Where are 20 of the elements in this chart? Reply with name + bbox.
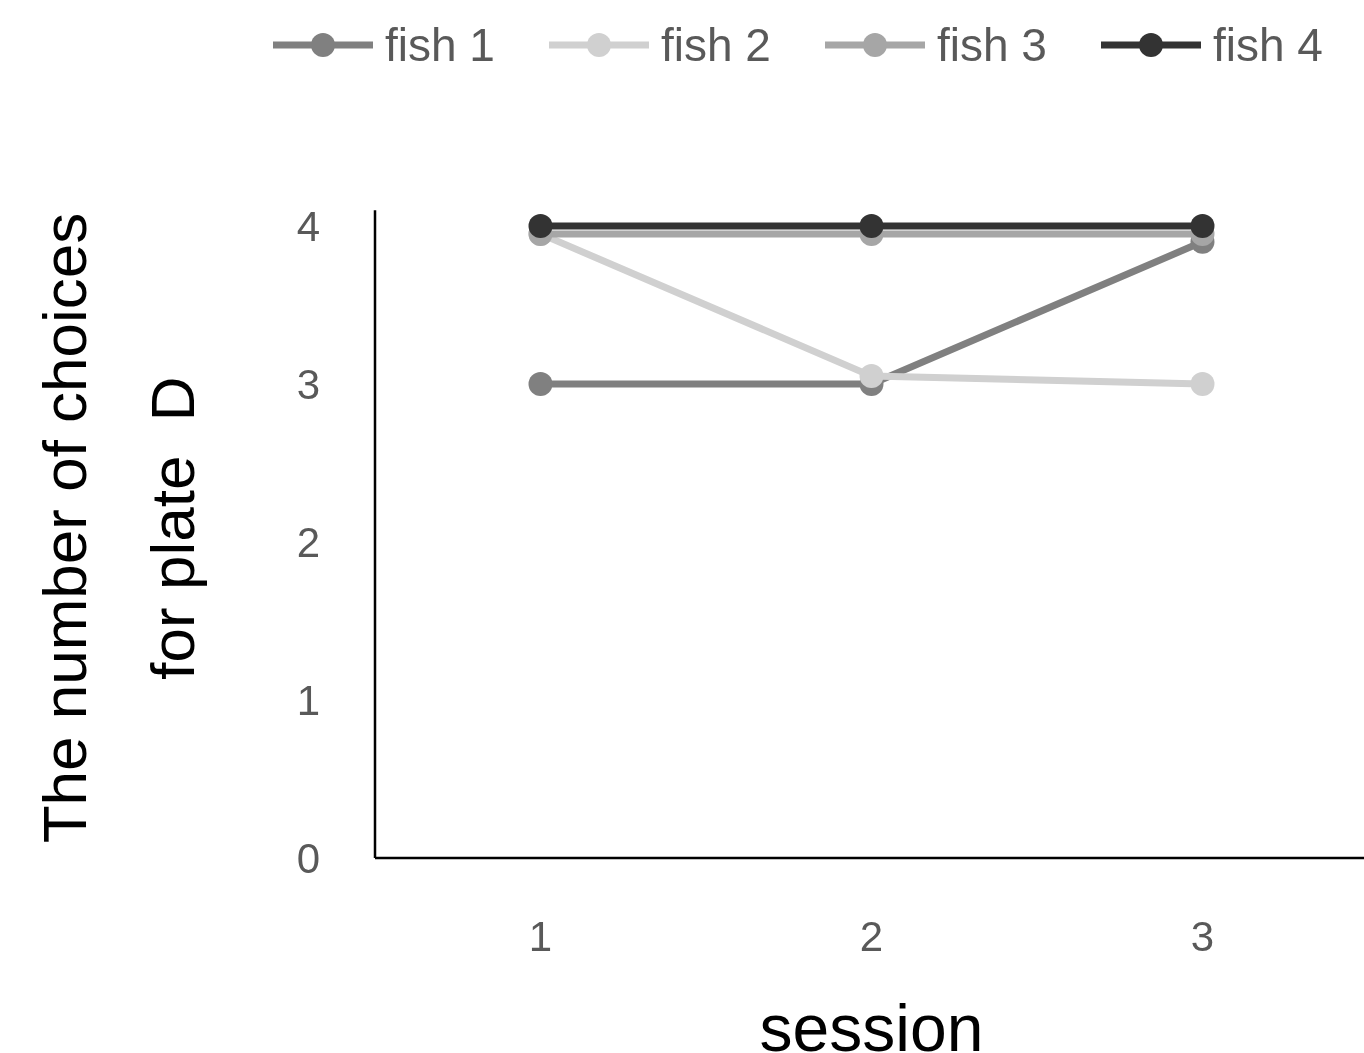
legend-label: fish 2 (661, 19, 771, 71)
y-tick-label: 3 (296, 360, 320, 408)
legend-label: fish 1 (385, 19, 495, 71)
y-tick-label: 2 (296, 518, 320, 566)
y-axis-title: The number of choices for plate D (30, 212, 207, 844)
point (528, 372, 553, 396)
point (528, 214, 553, 238)
y-tick-label: 1 (296, 676, 320, 724)
point (859, 214, 884, 238)
x-tick-label: 2 (859, 912, 884, 960)
y-tick-label: 4 (296, 202, 320, 250)
legend-label: fish 4 (1213, 19, 1323, 71)
point (859, 364, 884, 389)
x-tick-label: 1 (528, 912, 553, 960)
x-tick-label: 3 (1190, 912, 1215, 960)
legend-label: fish 3 (937, 19, 1047, 71)
x-axis-title: session (759, 991, 984, 1053)
y-tick-label: 0 (296, 834, 320, 882)
point (1190, 214, 1215, 238)
point (1190, 372, 1215, 396)
